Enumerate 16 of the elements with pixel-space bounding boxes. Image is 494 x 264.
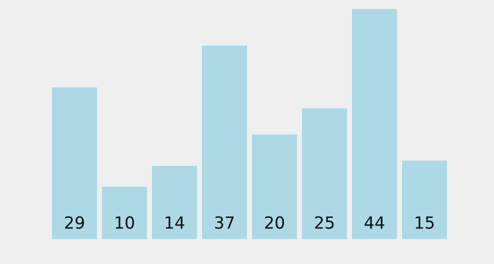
bar [52, 87, 97, 239]
bar [202, 46, 247, 239]
data-label: 20 [265, 216, 284, 229]
bar [152, 166, 197, 239]
bar [302, 108, 347, 239]
bar [402, 160, 447, 239]
bar [352, 9, 397, 239]
bar [102, 186, 147, 239]
data-label: 10 [116, 216, 134, 229]
data-label: 29 [65, 216, 84, 229]
bar [252, 134, 297, 239]
data-label: 37 [215, 216, 234, 229]
data-label: 25 [315, 216, 334, 229]
data-label: 14 [166, 216, 184, 229]
data-label: 15 [416, 216, 434, 229]
data-label: 44 [364, 216, 384, 229]
